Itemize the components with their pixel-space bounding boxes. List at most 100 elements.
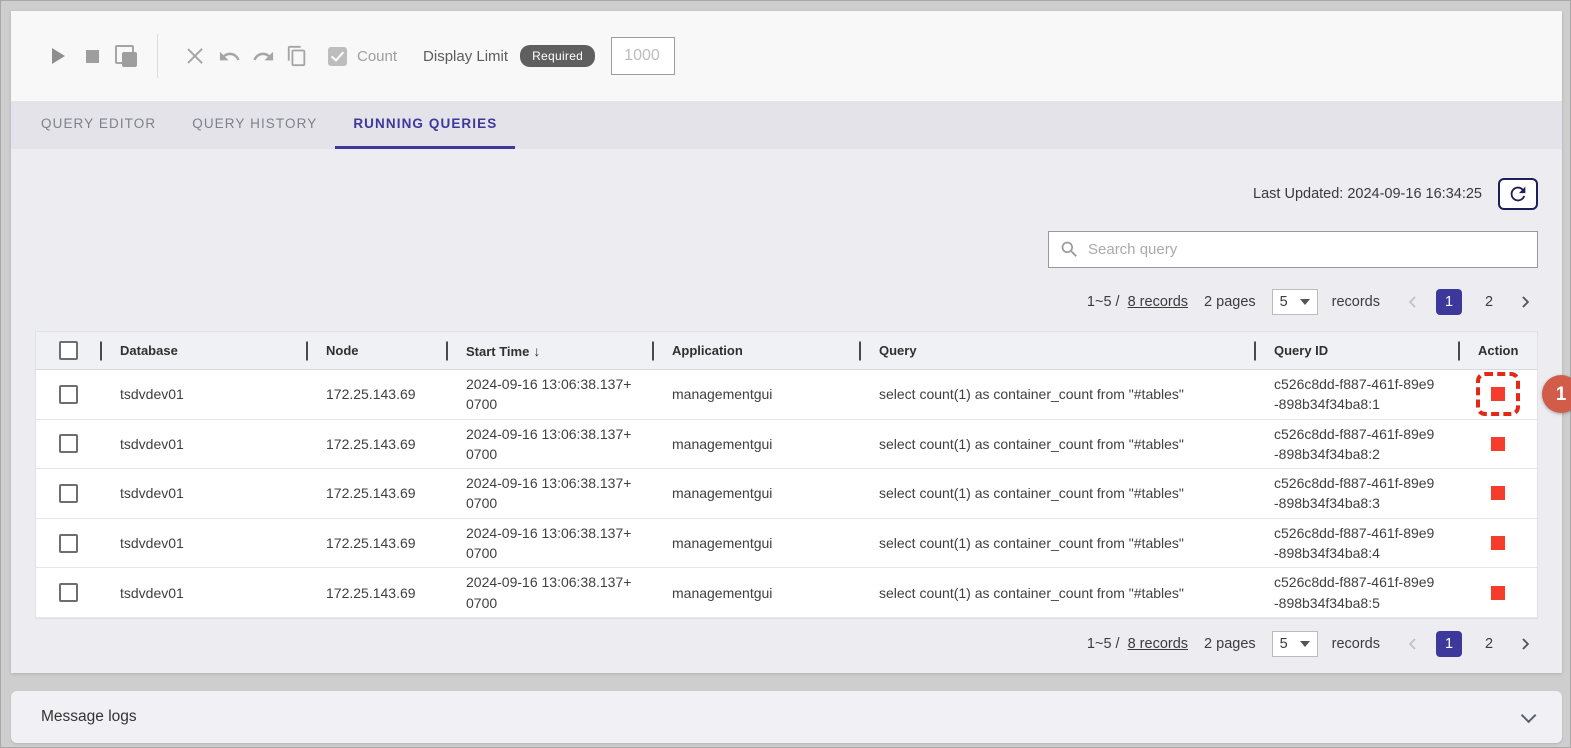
cell-database: tsdvdev01 [120, 584, 184, 601]
cell-application: managementgui [672, 485, 773, 502]
cell-application: managementgui [672, 584, 773, 601]
pages-count: 2 pages [1204, 636, 1256, 653]
clear-button[interactable] [178, 39, 212, 73]
page-size-select[interactable]: 5 [1271, 288, 1318, 315]
cell-start-time: 2024-09-16 13:06:38.137+0700 [466, 524, 632, 562]
last-updated-text: Last Updated: 2024-09-16 16:34:25 [1253, 186, 1482, 202]
annotation-dashed-box [1476, 571, 1520, 615]
cell-action [1458, 471, 1538, 515]
page-size-value: 5 [1279, 293, 1288, 310]
display-limit-input[interactable] [611, 37, 676, 75]
cell-action [1458, 422, 1538, 466]
tab-running-queries[interactable]: RUNNING QUERIES [335, 101, 516, 149]
page-button-2[interactable]: 2 [1484, 636, 1494, 653]
cell-node: 172.25.143.69 [326, 534, 416, 551]
table-header: Database Node Start Time ↓ Application Qu… [36, 332, 1537, 370]
cancel-query-button[interactable] [1491, 387, 1505, 402]
message-logs-panel[interactable]: Message logs [11, 691, 1562, 743]
select-all-checkbox[interactable] [58, 341, 78, 360]
record-range: 1~5 / [1086, 636, 1120, 653]
display-limit-label: Display Limit [423, 47, 509, 65]
tab-query-history[interactable]: QUERY HISTORY [192, 116, 318, 131]
table-row: tsdvdev01 172.25.143.69 2024-09-16 13:06… [36, 518, 1537, 569]
records-total-link[interactable]: 8 records [1127, 293, 1189, 310]
copy-icon [287, 45, 306, 67]
cell-start-time: 2024-09-16 13:06:38.137+0700 [466, 425, 632, 462]
page-size-select[interactable]: 5 [1271, 631, 1318, 658]
records-word: records [1331, 293, 1380, 310]
search-box[interactable] [1048, 231, 1538, 268]
running-queries-panel: Last Updated: 2024-09-16 16:34:25 1~5 / … [11, 149, 1571, 658]
cancel-query-button[interactable] [1491, 585, 1505, 600]
row-checkbox[interactable] [58, 533, 78, 553]
cancel-query-button[interactable] [1491, 486, 1505, 501]
header-node: Node [306, 343, 446, 358]
row-checkbox-cell [36, 530, 100, 557]
caret-down-icon [1299, 298, 1310, 305]
cell-action: 1 [1458, 372, 1571, 417]
cell-start-time: 2024-09-16 13:06:38.137+0700 [466, 475, 632, 512]
header-query-id: Query ID [1254, 343, 1458, 358]
header-checkbox-cell [36, 341, 100, 360]
row-checkbox[interactable] [58, 384, 78, 404]
page-button-1[interactable]: 1 [1436, 288, 1462, 315]
close-icon [186, 47, 204, 65]
cell-database: tsdvdev01 [120, 485, 184, 502]
undo-button[interactable] [212, 39, 246, 73]
header-query: Query [859, 343, 1254, 358]
redo-icon [252, 51, 273, 60]
row-checkbox-cell [36, 579, 100, 606]
cell-node: 172.25.143.69 [326, 584, 416, 601]
play-icon [51, 48, 65, 64]
cell-node: 172.25.143.69 [326, 485, 416, 502]
cancel-query-button[interactable] [1491, 536, 1505, 551]
cell-query: select count(1) as container_count from … [879, 386, 1184, 403]
chevron-right-icon [1522, 638, 1530, 651]
table-body: 1 tsdvdev01 172.25.143.69 2024-09-16 13:… [36, 370, 1571, 618]
cell-application: managementgui [672, 435, 773, 452]
count-checkbox[interactable] [328, 46, 347, 66]
row-checkbox[interactable] [58, 583, 78, 603]
records-word: records [1331, 636, 1380, 653]
cell-query: select count(1) as container_count from … [879, 485, 1184, 502]
stop-query-icon[interactable] [75, 39, 109, 73]
prev-page-button[interactable] [1400, 631, 1426, 657]
cancel-query-button[interactable] [1491, 436, 1505, 451]
pages-count: 2 pages [1204, 293, 1256, 310]
undo-icon [219, 51, 240, 60]
cell-query-id: c526c8dd-f887-461f-89e9-898b34f34ba8:3 [1274, 475, 1435, 512]
pagination-bottom: 1~5 / 8 records 2 pages 5 records 1 2 [35, 631, 1538, 658]
page-button-2[interactable]: 2 [1484, 293, 1494, 310]
cell-query: select count(1) as container_count from … [879, 435, 1184, 452]
header-start-time[interactable]: Start Time ↓ [446, 343, 652, 359]
sort-desc-icon: ↓ [533, 342, 541, 359]
annotation-dashed-box [1476, 372, 1520, 417]
running-queries-table: Database Node Start Time ↓ Application Qu… [35, 331, 1571, 619]
run-query-icon[interactable] [41, 39, 75, 73]
next-page-button[interactable] [1512, 289, 1538, 315]
refresh-icon [1510, 186, 1526, 202]
copy-button[interactable] [280, 39, 314, 73]
row-checkbox[interactable] [58, 483, 78, 503]
annotation-badge: 1 [1542, 375, 1571, 414]
prev-page-button[interactable] [1400, 289, 1426, 315]
page-size-value: 5 [1279, 636, 1288, 653]
refresh-button[interactable] [1498, 178, 1538, 210]
chevron-left-icon [1408, 638, 1416, 651]
header-start-time-label: Start Time [466, 343, 530, 359]
annotation-dashed-box [1476, 521, 1520, 565]
tab-query-editor[interactable]: QUERY EDITOR [41, 116, 157, 131]
toolbar: Count Display Limit Required [11, 11, 1562, 101]
duplicate-icon[interactable] [109, 39, 143, 73]
search-input[interactable] [1088, 241, 1527, 258]
row-checkbox[interactable] [58, 434, 78, 454]
table-row: tsdvdev01 172.25.143.69 2024-09-16 13:06… [36, 568, 1537, 618]
next-page-button[interactable] [1512, 631, 1538, 657]
records-total-link[interactable]: 8 records [1127, 636, 1189, 653]
cell-query-id: c526c8dd-f887-461f-89e9-898b34f34ba8:2 [1274, 425, 1435, 462]
search-icon [1061, 241, 1077, 257]
table-row: tsdvdev01 172.25.143.69 2024-09-16 13:06… [36, 419, 1538, 470]
caret-down-icon [1299, 641, 1310, 648]
page-button-1[interactable]: 1 [1436, 631, 1462, 658]
redo-button[interactable] [246, 39, 280, 73]
